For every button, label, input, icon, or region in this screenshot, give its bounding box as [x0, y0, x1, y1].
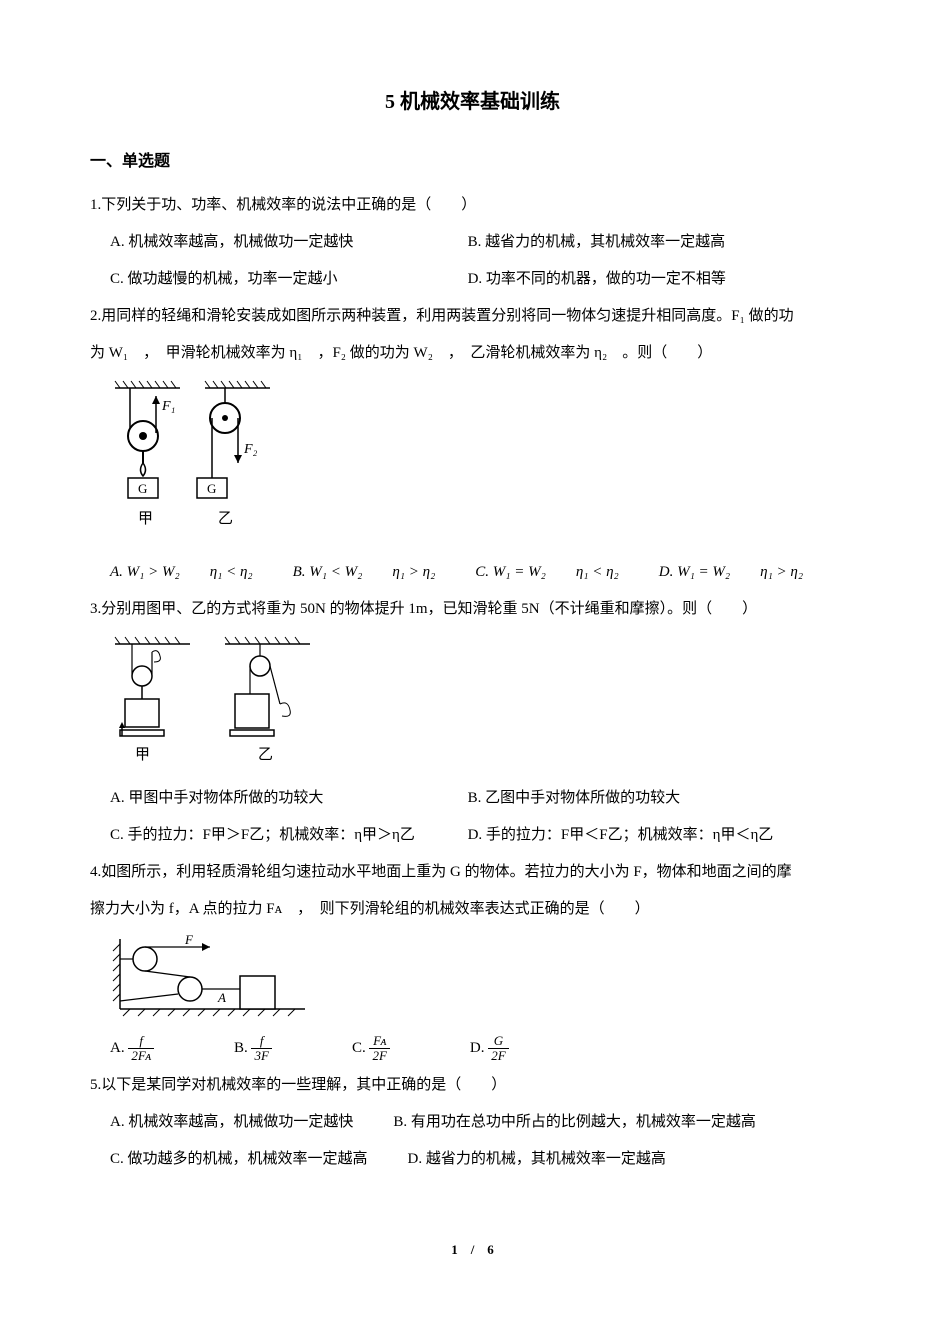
q3-options-row1: A. 甲图中手对物体所做的功较大 B. 乙图中手对物体所做的功较大 [110, 782, 855, 815]
q2-g2-label: G [207, 481, 216, 496]
q2-option-b: B. W₁ < W₂ η₁ > η₂ [293, 556, 436, 589]
q1-options-row1: A. 机械效率越高，机械做功一定越快 B. 越省力的机械，其机械效率一定越高 [110, 226, 855, 259]
q3-options-row2: C. 手的拉力：F甲＞F乙；机械效率：η甲＞η乙 D. 手的拉力：F甲＜F乙；机… [110, 819, 855, 852]
q4-option-a: A. f2Fᴀ [110, 1032, 154, 1065]
q3-figure: 甲 乙 [110, 634, 855, 774]
q5-options-row2: C. 做功越多的机械，机械效率一定越高 D. 越省力的机械，其机械效率一定越高 [110, 1143, 855, 1176]
q2-option-a: A. W₁ > W₂ η₁ < η₂ [110, 556, 253, 589]
page-footer: 1 / 6 [90, 1236, 855, 1265]
q1-option-a: A. 机械效率越高，机械做功一定越快 [110, 226, 468, 259]
q2-option-d: D. W₁ = W₂ η₁ > η₂ [659, 556, 803, 589]
q4-figure: F A [110, 934, 855, 1024]
section-heading: 一、单选题 [90, 144, 855, 179]
q2-jia-label: 甲 [138, 511, 153, 527]
q4-option-d: D. G2F [470, 1032, 509, 1065]
q2-option-c: C. W₁ = W₂ η₁ < η₂ [475, 556, 618, 589]
q4-stem-b: 擦力大小为 f，A 点的拉力 Fᴀ ， 则下列滑轮组的机械效率表达式正确的是（ … [90, 893, 855, 926]
q5-stem: 5.以下是某同学对机械效率的一些理解，其中正确的是（ ） [90, 1069, 855, 1102]
q2-f2-label: F₂ [243, 442, 258, 457]
q4-b-prefix: B. [234, 1040, 252, 1056]
q1-options-row2: C. 做功越慢的机械，功率一定越小 D. 功率不同的机器，做的功一定不相等 [110, 263, 855, 296]
q3-option-b: B. 乙图中手对物体所做的功较大 [468, 782, 826, 815]
q3-option-c: C. 手的拉力：F甲＞F乙；机械效率：η甲＞η乙 [110, 819, 468, 852]
q1-option-d: D. 功率不同的机器，做的功一定不相等 [468, 263, 826, 296]
q4-f-label: F [184, 934, 194, 947]
q4-a-prefix: A. [110, 1040, 128, 1056]
q5-options-row1: A. 机械效率越高，机械做功一定越快 B. 有用功在总功中所占的比例越大，机械效… [110, 1106, 855, 1139]
q4-option-c: C. Fᴀ2F [352, 1032, 390, 1065]
q2-stem-b: 为 W₁ ， 甲滑轮机械效率为 η₁ ，F₂ 做的功为 W₂ ， 乙滑轮机械效率… [90, 337, 855, 370]
q3-option-a: A. 甲图中手对物体所做的功较大 [110, 782, 468, 815]
q4-c-prefix: C. [352, 1040, 370, 1056]
q2-figure: F₁ G 甲 F₂ G 乙 [110, 378, 855, 548]
q4-a-label: A [217, 990, 226, 1005]
q2-stem-a: 2.用同样的轻绳和滑轮安装成如图所示两种装置，利用两装置分别将同一物体匀速提升相… [90, 300, 855, 333]
q1-option-c: C. 做功越慢的机械，功率一定越小 [110, 263, 468, 296]
q5-option-d: D. 越省力的机械，其机械效率一定越高 [408, 1143, 666, 1176]
q2-f1-label: F₁ [161, 399, 175, 414]
q1-option-b: B. 越省力的机械，其机械效率一定越高 [468, 226, 826, 259]
q4-d-prefix: D. [470, 1040, 488, 1056]
q4-option-b: B. f3F [234, 1032, 272, 1065]
q4-options: A. f2Fᴀ B. f3F C. Fᴀ2F D. G2F [110, 1032, 855, 1065]
q2-yi-label: 乙 [218, 511, 233, 527]
q3-jia-label: 甲 [135, 747, 150, 763]
q3-stem: 3.分别用图甲、乙的方式将重为 50N 的物体提升 1m，已知滑轮重 5N（不计… [90, 593, 855, 626]
q5-option-b: B. 有用功在总功中所占的比例越大，机械效率一定越高 [393, 1106, 756, 1139]
q4-stem-a: 4.如图所示，利用轻质滑轮组匀速拉动水平地面上重为 G 的物体。若拉力的大小为 … [90, 856, 855, 889]
q3-option-d: D. 手的拉力：F甲＜F乙；机械效率：η甲＜η乙 [468, 819, 826, 852]
q2-g1-label: G [138, 481, 147, 496]
page-title: 5 机械效率基础训练 [90, 80, 855, 124]
q2-options: A. W₁ > W₂ η₁ < η₂ B. W₁ < W₂ η₁ > η₂ C.… [110, 556, 855, 589]
q1-stem: 1.下列关于功、功率、机械效率的说法中正确的是（ ） [90, 189, 855, 222]
q3-yi-label: 乙 [258, 747, 273, 763]
q5-option-a: A. 机械效率越高，机械做功一定越快 [110, 1106, 353, 1139]
q5-option-c: C. 做功越多的机械，机械效率一定越高 [110, 1143, 368, 1176]
